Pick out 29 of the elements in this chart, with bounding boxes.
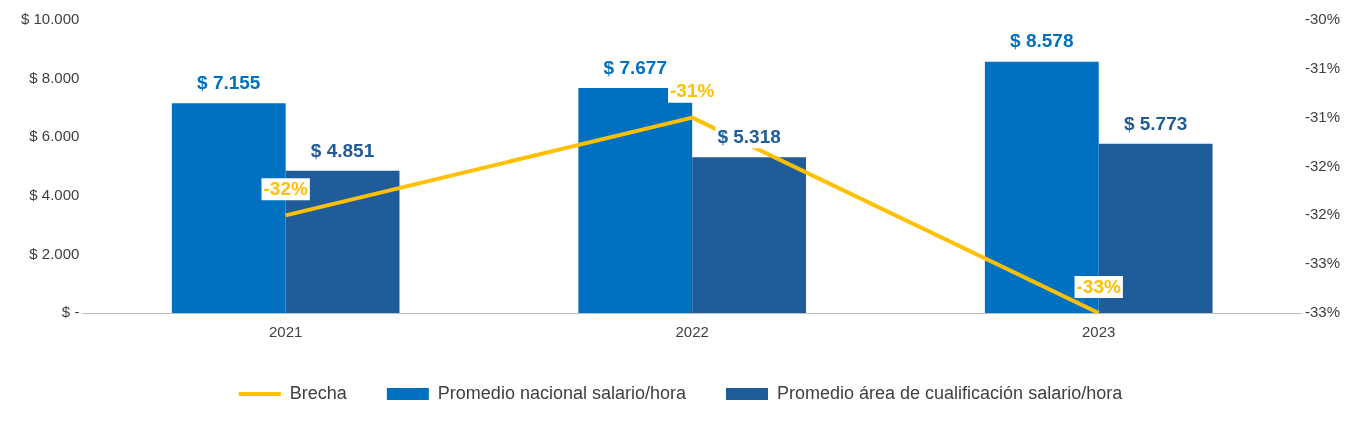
y2-tick-label: -30% — [1304, 10, 1341, 28]
y-tick-label: $ - — [61, 303, 80, 321]
x-tick-label: 2021 — [268, 323, 303, 341]
bar — [692, 157, 807, 313]
data-label: $ 5.318 — [717, 125, 781, 147]
y2-tick-label: -32% — [1304, 156, 1341, 174]
y-tick-label: $ 4.000 — [29, 185, 80, 203]
data-label: -32% — [263, 178, 308, 200]
data-label: -33% — [1076, 275, 1121, 297]
data-label: $ 8.578 — [1010, 30, 1074, 52]
x-tick-label: 2023 — [1082, 323, 1116, 341]
data-label: $ 4.851 — [310, 139, 375, 161]
data-label: $ 7.677 — [603, 56, 667, 78]
data-label: $ 5.773 — [1123, 112, 1188, 134]
y2-tick-label: -31% — [1304, 58, 1341, 76]
y2-tick-label: -32% — [1304, 205, 1341, 223]
y2-tick-label: -33% — [1304, 303, 1341, 321]
y-tick-label: $ 10.000 — [21, 10, 80, 28]
legend-label: Brecha — [289, 382, 348, 403]
legend-label: Promedio nacional salario/hora — [437, 382, 687, 403]
y2-tick-label: -31% — [1304, 107, 1341, 125]
y-tick-label: $ 6.000 — [29, 127, 80, 145]
x-tick-label: 2022 — [675, 323, 709, 341]
data-label: $ 7.155 — [197, 72, 261, 94]
legend-label: Promedio área de cualificación salario/hora — [776, 382, 1124, 403]
y-tick-label: $ 2.000 — [29, 244, 80, 262]
y2-tick-label: -33% — [1304, 254, 1341, 272]
data-label: -31% — [670, 80, 715, 102]
y-tick-label: $ 8.000 — [29, 68, 80, 86]
